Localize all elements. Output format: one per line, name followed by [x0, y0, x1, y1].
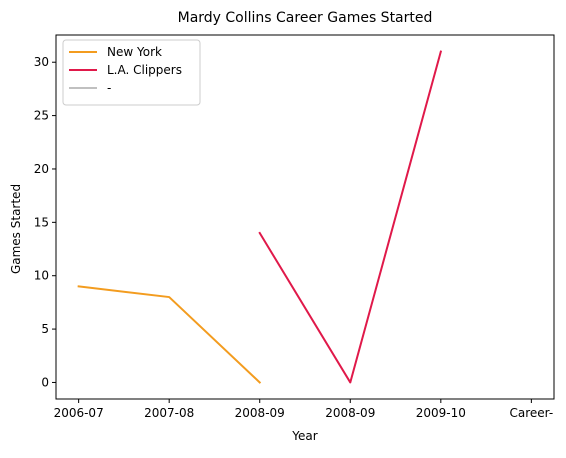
- x-tick-label: 2008-09: [325, 406, 375, 420]
- x-axis-label: Year: [291, 429, 317, 443]
- plot-marks: [77, 50, 443, 384]
- chart-title: Mardy Collins Career Games Started: [178, 10, 433, 26]
- x-tick-label: 2009-10: [416, 406, 466, 420]
- legend-label: New York: [107, 45, 162, 59]
- y-tick-label: 15: [34, 215, 49, 229]
- x-tick-label: 2007-08: [144, 406, 194, 420]
- plot-area-frame: [55, 34, 555, 400]
- x-tick-label: Career-: [510, 406, 554, 420]
- legend: New York L.A. Clippers -: [62, 39, 201, 106]
- y-tick-label: 0: [41, 375, 49, 389]
- y-tick-label: 30: [34, 55, 49, 69]
- legend-label: -: [107, 81, 111, 95]
- x-tick-label: 2008-09: [235, 406, 285, 420]
- y-tick-label: 25: [34, 109, 49, 123]
- legend-label: L.A. Clippers: [107, 63, 182, 77]
- y-tick-label: 10: [34, 269, 49, 283]
- y-axis-label: Games Started: [9, 184, 23, 274]
- x-tick-label: 2006-07: [54, 406, 104, 420]
- series-line-0: [77, 285, 262, 384]
- y-tick-label: 20: [34, 162, 49, 176]
- series-line-1: [258, 50, 443, 384]
- axis-ticks: 2006-07 2007-08 2008-09 2008-09 2009-10 Caree…: [34, 55, 553, 420]
- legend-box: [62, 39, 201, 106]
- y-tick-label: 5: [41, 322, 49, 336]
